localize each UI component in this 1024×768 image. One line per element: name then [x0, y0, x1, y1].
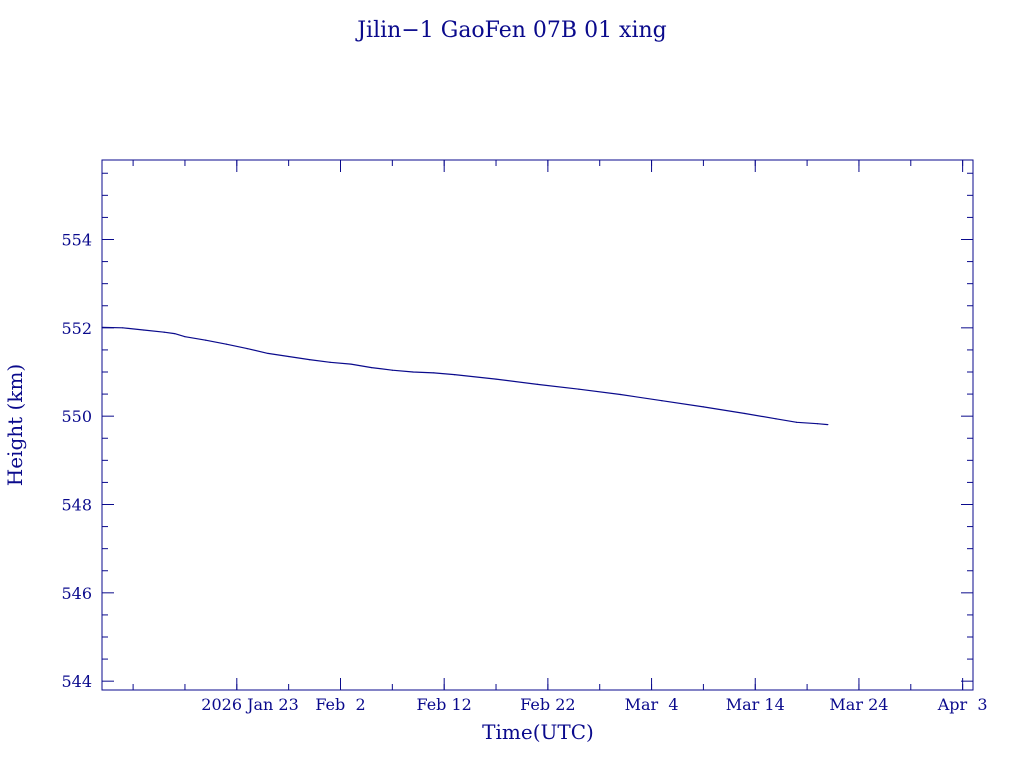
x-tick-label: 2026 Jan 23	[201, 695, 299, 714]
data-point	[391, 369, 393, 371]
series-line	[101, 326, 828, 426]
data-point	[536, 383, 539, 385]
data-point	[453, 374, 456, 376]
chart-title: Jilin−1 GaoFen 07B 01 xing	[355, 18, 667, 43]
plot-frame	[101, 159, 974, 691]
data-point	[495, 378, 497, 380]
y-tick-label: 548	[61, 496, 92, 515]
data-point	[308, 359, 310, 361]
data-point	[433, 372, 435, 374]
y-tick-label: 552	[61, 319, 92, 338]
y-tick-label: 550	[61, 407, 92, 426]
y-tick-label: 546	[61, 584, 92, 603]
data-point	[370, 366, 373, 369]
data-point	[122, 327, 124, 329]
data-point	[619, 393, 622, 396]
data-point	[329, 361, 331, 363]
data-point	[744, 412, 746, 415]
data-point	[205, 339, 207, 341]
data-point	[225, 343, 228, 345]
x-tick-label: Feb 2	[315, 695, 365, 714]
data-point	[246, 347, 248, 350]
data-point	[827, 423, 829, 426]
data-point	[142, 329, 145, 331]
data-point	[101, 326, 103, 328]
data-point	[578, 388, 580, 390]
x-axis-title: Time(UTC)	[482, 720, 594, 744]
data-point	[163, 331, 165, 333]
x-tick-label: Mar 4	[625, 695, 679, 714]
x-tick-label: Feb 22	[520, 695, 575, 714]
data-point	[267, 352, 269, 355]
data-point	[184, 336, 186, 338]
x-tick-label: Mar 24	[829, 695, 888, 714]
axis-ticks	[102, 160, 973, 690]
data-point	[173, 332, 176, 335]
tick-labels: 544 546 548 550 552 554 2026 Jan 23 Feb 2 Feb 12…	[61, 231, 987, 715]
data-point	[288, 355, 290, 358]
y-tick-label: 554	[61, 231, 92, 250]
data-point	[702, 406, 705, 408]
x-tick-label: Feb 12	[416, 695, 471, 714]
data-point	[350, 363, 352, 365]
data-point	[412, 371, 414, 373]
data-point	[816, 423, 819, 425]
data-point	[661, 400, 663, 402]
x-tick-label: Apr 3	[937, 695, 988, 714]
data-point	[775, 418, 777, 420]
y-axis-title: Height (km)	[3, 364, 27, 486]
y-tick-label: 544	[61, 672, 92, 691]
x-tick-label: Mar 14	[726, 695, 785, 714]
data-point	[796, 421, 798, 423]
series-layer	[101, 326, 829, 426]
